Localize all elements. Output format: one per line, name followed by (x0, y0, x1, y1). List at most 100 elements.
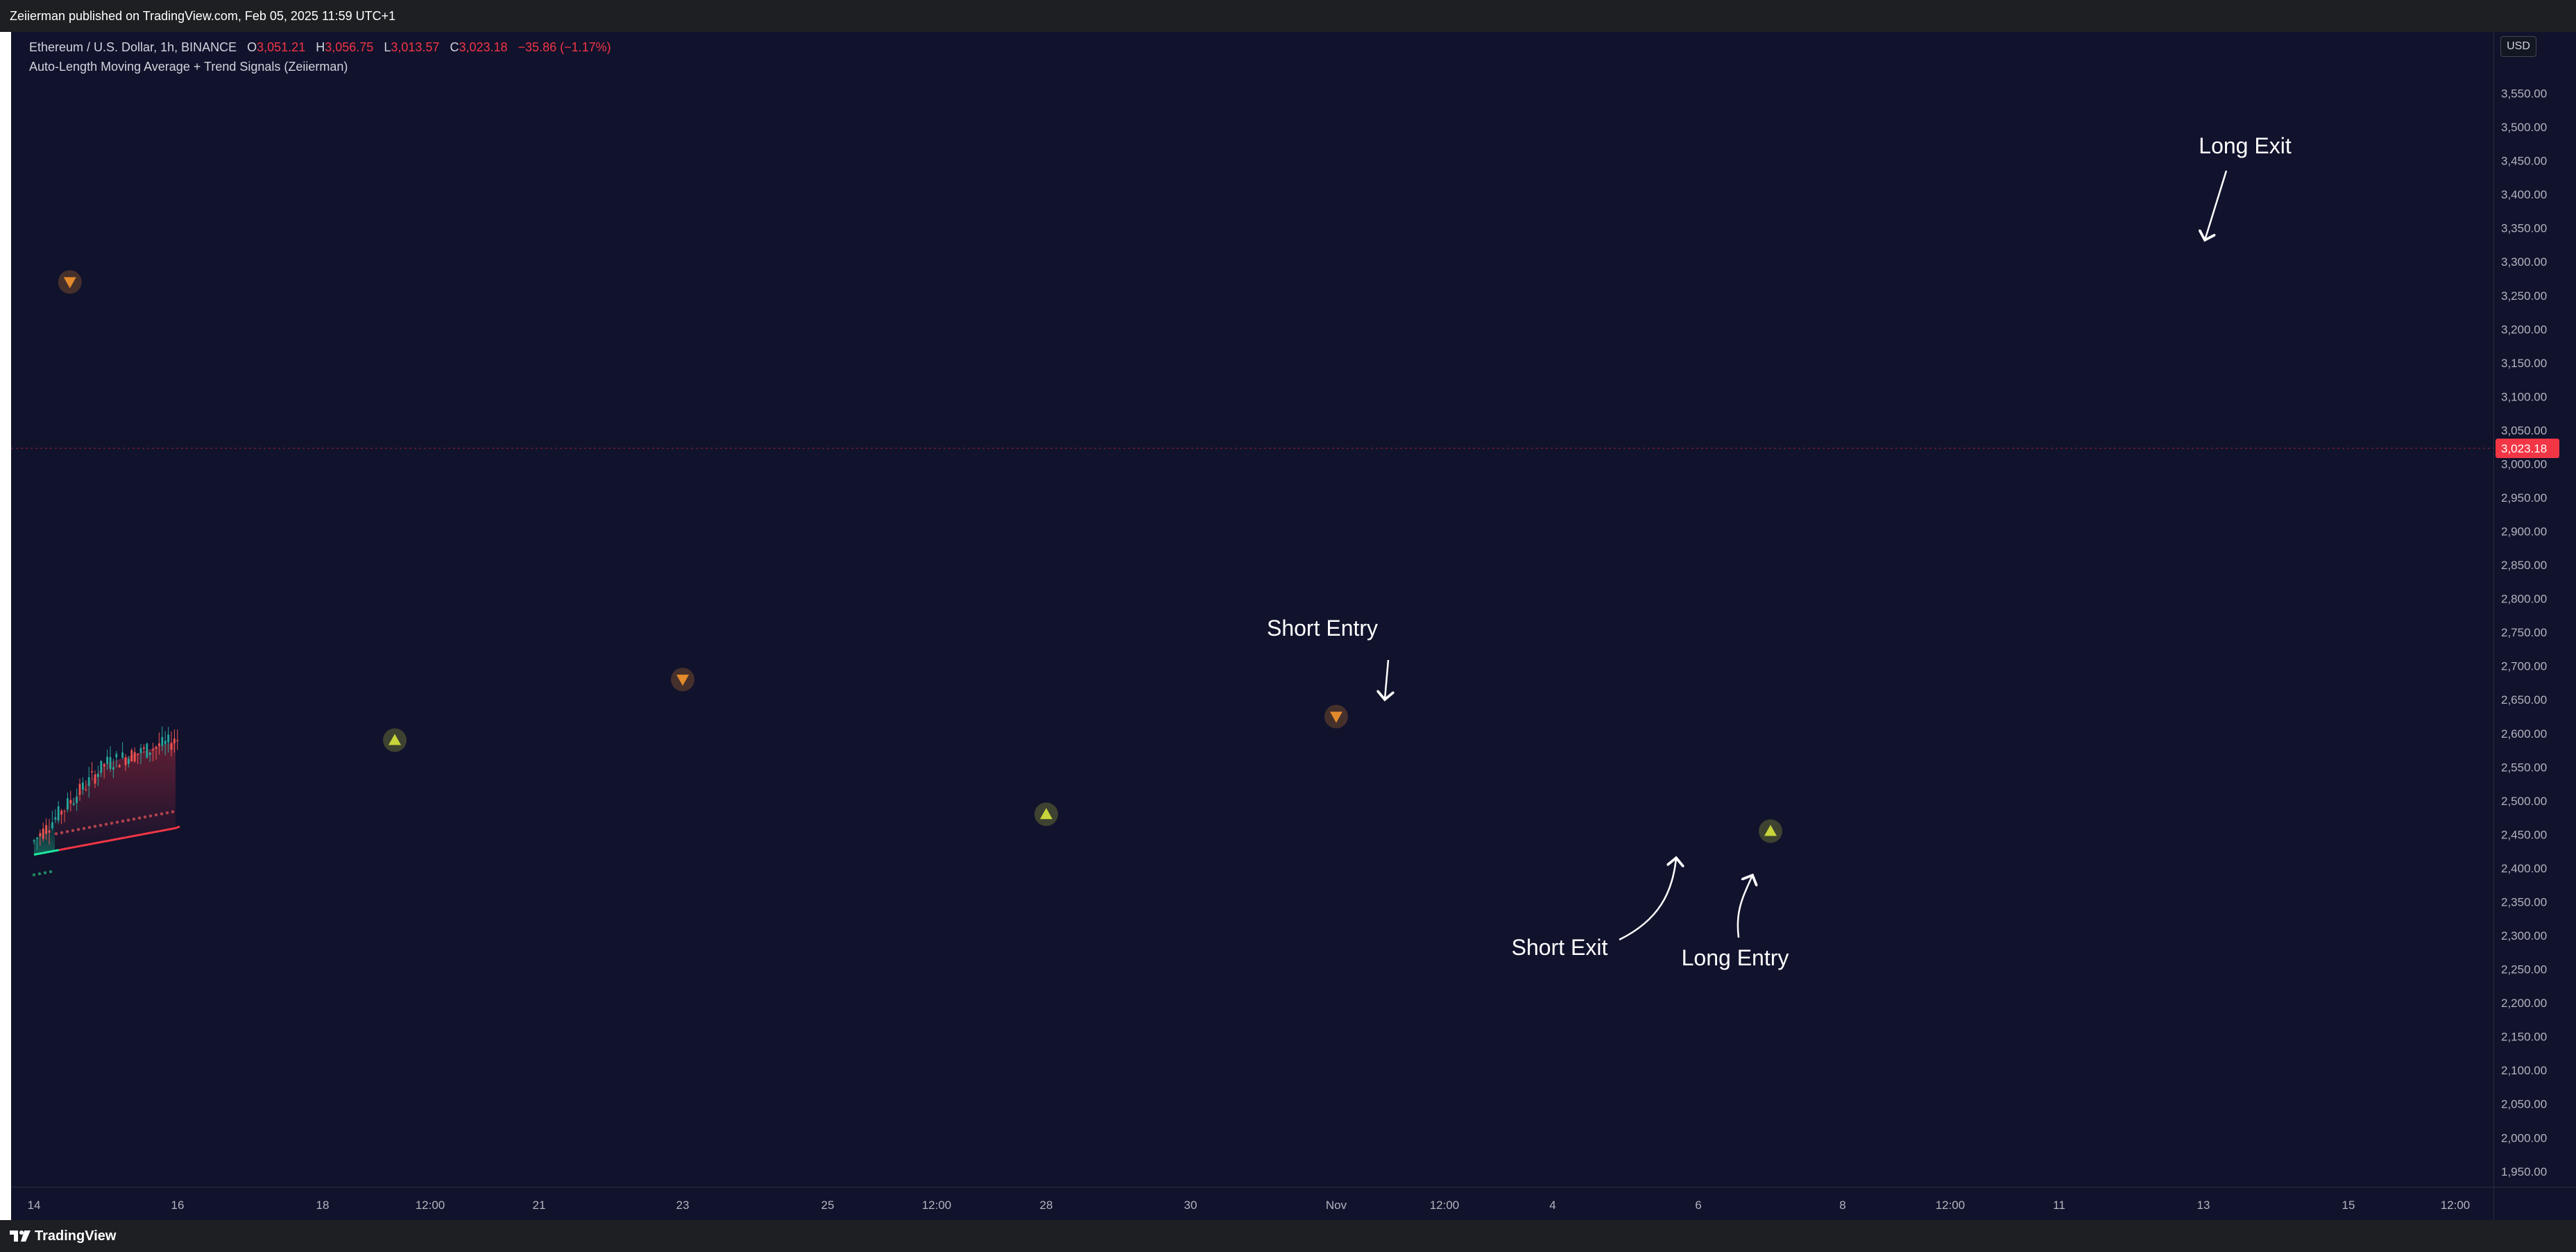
time-tick-label: 21 (533, 1199, 546, 1212)
trailing-dots-group (32, 810, 175, 877)
last-price-label: 3,023.18 (2501, 442, 2547, 455)
chart-svg[interactable]: Short Entry Short Exit Long Entry Long Exit (11, 32, 2493, 1187)
candle-body (100, 761, 103, 773)
time-tick-label: 28 (1040, 1199, 1053, 1212)
candle (173, 729, 176, 753)
candle-body (121, 752, 123, 758)
candle-body (176, 740, 179, 741)
candle (133, 747, 136, 763)
candle (121, 742, 123, 760)
candle-body (148, 752, 151, 755)
moving-average-line (58, 848, 64, 852)
trailing-dot (143, 815, 147, 819)
published-text: Zeiierman published on TradingView.com, … (10, 9, 396, 23)
candle (67, 793, 69, 813)
moving-average-line (79, 844, 85, 847)
legend-high-label: H (316, 40, 325, 54)
candle-body (42, 828, 44, 839)
short-signal-marker (58, 270, 82, 294)
candle (137, 753, 139, 764)
moving-average-line (175, 825, 180, 829)
price-tick-label: 3,350.00 (2501, 222, 2547, 235)
price-tick-label: 3,200.00 (2501, 323, 2547, 336)
trailing-dot (32, 873, 36, 877)
candle (158, 732, 160, 755)
price-tick-label: 2,100.00 (2501, 1064, 2547, 1077)
candle-body (54, 817, 57, 820)
candle-body (76, 796, 78, 804)
price-tick-label: 1,950.00 (2501, 1165, 2547, 1178)
time-axis-svg: 14 16 18 12:00 21 23 25 12:00 28 30 Nov 12:00 4 6 8 12:… (28, 1199, 2471, 1212)
price-tick-label: 3,150.00 (2501, 357, 2547, 370)
brand-name: TradingView (35, 1228, 117, 1244)
price-tick-label: 2,050.00 (2501, 1098, 2547, 1111)
moving-average-line (112, 838, 118, 841)
candle-body (36, 838, 38, 839)
time-axis[interactable]: 14 16 18 12:00 21 23 25 12:00 28 30 Nov 12:00 4 6 8 12:… (11, 1187, 2493, 1221)
trailing-dot (60, 831, 64, 835)
candle-body (39, 833, 42, 836)
moving-average-line (104, 839, 110, 843)
trailing-dot (93, 824, 97, 828)
trailing-dot (71, 829, 75, 832)
annotation: Short Entry (1267, 616, 1388, 700)
legend-low-label: L (384, 40, 391, 54)
annotation-arrow (1737, 875, 1752, 938)
moving-average-line (92, 842, 97, 845)
candle (148, 752, 151, 762)
time-tick-label: 13 (2197, 1199, 2210, 1212)
candle-body (85, 789, 87, 790)
moving-average-group (33, 825, 180, 856)
annotation-label: Long Exit (2199, 133, 2292, 158)
moving-average-line (154, 830, 160, 834)
candle-body (167, 734, 169, 743)
moving-average-line (117, 837, 122, 840)
candle (155, 745, 157, 760)
candle (146, 742, 148, 759)
candle-body (115, 754, 118, 758)
trailing-dot (171, 810, 175, 813)
candle (54, 809, 57, 823)
footer-bar: TradingView (0, 1220, 2576, 1252)
currency-button[interactable]: USD (2500, 36, 2536, 57)
long-signal-marker (1034, 802, 1058, 827)
short-signal-marker (671, 668, 694, 692)
time-tick-label: 30 (1184, 1199, 1197, 1212)
trailing-dot (87, 826, 92, 829)
legend-high: 3,056.75 (325, 40, 374, 54)
moving-average-line (162, 829, 168, 832)
legend-symbol[interactable]: Ethereum / U.S. Dollar, 1h, BINANCE (29, 40, 237, 54)
trailing-dot (154, 813, 158, 817)
published-header: Zeiierman published on TradingView.com, … (0, 0, 2576, 32)
time-tick-label: 12:00 (1430, 1199, 1460, 1212)
time-tick-label: 18 (316, 1199, 330, 1212)
candle-body (45, 824, 47, 834)
candle (85, 780, 87, 792)
candle-body (137, 753, 139, 755)
price-axis[interactable]: 1,950.00 2,000.00 2,050.00 2,100.00 2,150.00… (2493, 32, 2576, 1220)
annotation-arrow (1619, 858, 1676, 941)
candle-body (78, 784, 81, 795)
chart-area[interactable]: Short Entry Short Exit Long Entry Long Exit… (11, 32, 2493, 1187)
price-tick-label: 3,250.00 (2501, 289, 2547, 303)
candle (152, 743, 154, 761)
candle (109, 746, 112, 772)
candle-body (112, 767, 114, 770)
candle-body (133, 752, 136, 762)
time-tick-label: 11 (2053, 1199, 2065, 1212)
candle (97, 765, 99, 786)
candle (78, 778, 81, 801)
short-signal-marker (1324, 704, 1348, 729)
legend-change: −35.86 (−1.17%) (518, 40, 611, 54)
trailing-dot (49, 870, 53, 874)
annotations-group: Short Entry Short Exit Long Entry Long Exit (1267, 133, 2292, 970)
price-tick-label: 2,900.00 (2501, 525, 2547, 539)
candle (39, 829, 42, 846)
time-tick-label: 4 (1549, 1199, 1555, 1212)
candle-body (118, 765, 121, 768)
legend-indicator[interactable]: Auto-Length Moving Average + Trend Signa… (29, 60, 348, 74)
moving-average-line (37, 852, 43, 855)
trailing-dot (115, 820, 119, 824)
candle-body (69, 800, 72, 804)
price-tick-label: 2,350.00 (2501, 896, 2547, 909)
